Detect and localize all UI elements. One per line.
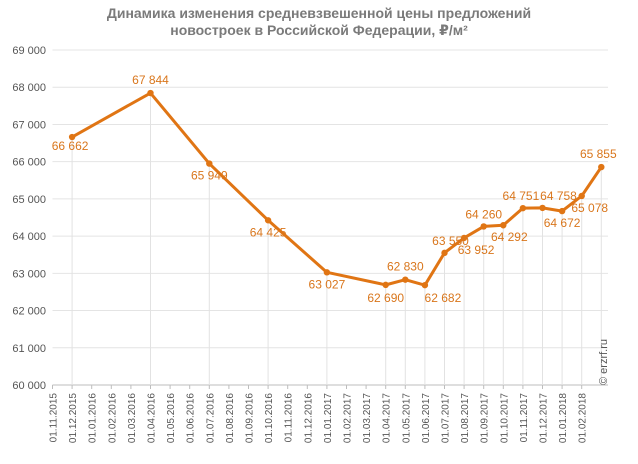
x-tick-label: 01.02.2016 — [107, 393, 118, 443]
data-label: 64 425 — [250, 225, 287, 239]
data-point — [598, 163, 605, 171]
drop-lines — [71, 93, 602, 385]
x-tick-label: 01.11.2017 — [519, 393, 530, 443]
data-label: 65 949 — [191, 169, 228, 183]
x-tick-label: 01.12.2016 — [303, 393, 314, 443]
x-tick-label: 01.02.2017 — [343, 393, 354, 443]
x-tick-label: 01.07.2016 — [205, 393, 216, 443]
x-tick-label: 01.10.2017 — [499, 393, 510, 443]
y-tick-label: 65 000 — [12, 194, 46, 206]
chart-title-line-2: новостроек в Российской Федерации, ₽/м² — [170, 22, 468, 38]
data-label: 62 830 — [387, 260, 424, 274]
y-tick-label: 66 000 — [12, 157, 46, 169]
data-label: 63 027 — [309, 277, 346, 291]
data-label: 66 662 — [52, 139, 89, 153]
data-label: 64 292 — [491, 230, 528, 244]
y-tick-label: 67 000 — [12, 119, 46, 131]
y-tick-label: 68 000 — [12, 82, 46, 94]
data-label: 65 855 — [580, 147, 617, 161]
x-tick-label: 01.05.2017 — [401, 393, 412, 443]
data-point — [206, 160, 213, 167]
data-point — [500, 222, 507, 229]
watermark: © erzrf.ru — [598, 339, 610, 385]
data-point — [147, 89, 154, 97]
y-tick-label: 62 000 — [12, 306, 46, 318]
x-tick-label: 01.08.2016 — [225, 393, 236, 443]
data-point — [382, 281, 389, 289]
grid-layer — [52, 49, 608, 386]
data-point — [578, 192, 585, 200]
x-tick-label: 01.04.2017 — [382, 393, 393, 443]
x-tick-label: 01.01.2018 — [558, 393, 569, 443]
x-tick-label: 01.09.2017 — [480, 393, 491, 443]
x-tick-label: 01.08.2017 — [460, 393, 471, 443]
x-tick-label: 01.02.2018 — [578, 393, 589, 443]
data-label: 62 682 — [425, 291, 462, 305]
x-tick-label: 01.07.2017 — [441, 393, 452, 443]
data-labels: 66 662 67 844 65 949 64 425 63 027 62 690 62 8… — [52, 73, 617, 305]
data-point — [480, 223, 487, 230]
data-point — [402, 276, 409, 283]
data-point — [264, 217, 272, 224]
data-point — [421, 281, 429, 289]
chart-title-line-1: Динамика изменения средневзвешенной цены… — [106, 5, 532, 21]
x-tick-label: 01.01.2016 — [88, 393, 99, 443]
data-label: 65 078 — [571, 201, 608, 215]
x-tick-label: 01.10.2016 — [264, 393, 275, 443]
data-point — [68, 133, 76, 141]
x-tick-label: 01.01.2017 — [323, 393, 334, 443]
data-point — [519, 204, 527, 212]
data-point — [460, 234, 468, 242]
data-label: 64 751 — [503, 189, 540, 203]
data-label: 62 690 — [367, 291, 404, 305]
x-tick-label: 01.06.2016 — [186, 393, 197, 443]
data-label: 63 550 — [432, 234, 469, 248]
y-axis: 60 000 61 000 62 000 63 000 64 000 65 000 66 0… — [12, 45, 46, 392]
data-label: 67 844 — [132, 73, 169, 87]
x-tick-label: 01.12.2015 — [68, 393, 79, 443]
x-tick-label: 01.03.2017 — [362, 393, 373, 443]
data-point — [558, 207, 566, 215]
x-tick-label: 01.06.2017 — [421, 393, 432, 443]
data-points — [68, 89, 605, 289]
data-label: 64 260 — [465, 207, 502, 221]
x-tick-label: 01.11.2016 — [284, 393, 295, 443]
x-tick-label: 01.12.2017 — [539, 393, 550, 443]
data-point — [539, 204, 546, 212]
x-tick-label: 01.03.2016 — [127, 393, 138, 443]
x-tick-label: 01.09.2016 — [245, 393, 256, 443]
y-tick-label: 64 000 — [12, 231, 46, 243]
data-point — [441, 249, 448, 257]
x-axis: 01.11.2015 01.12.2015 01.01.2016 01.02.2016… — [49, 385, 589, 443]
data-label: 64 672 — [544, 216, 581, 230]
x-tick-label: 01.04.2016 — [147, 393, 158, 443]
y-tick-label: 60 000 — [12, 380, 46, 392]
y-tick-label: 63 000 — [12, 268, 46, 280]
x-tick-label: 01.11.2015 — [49, 393, 60, 443]
x-tick-label: 01.05.2016 — [166, 393, 177, 443]
y-tick-label: 69 000 — [12, 45, 46, 57]
data-label: 63 952 — [458, 243, 495, 257]
data-point — [323, 269, 331, 276]
data-label: 64 758 — [540, 189, 577, 203]
y-tick-label: 61 000 — [12, 343, 46, 355]
